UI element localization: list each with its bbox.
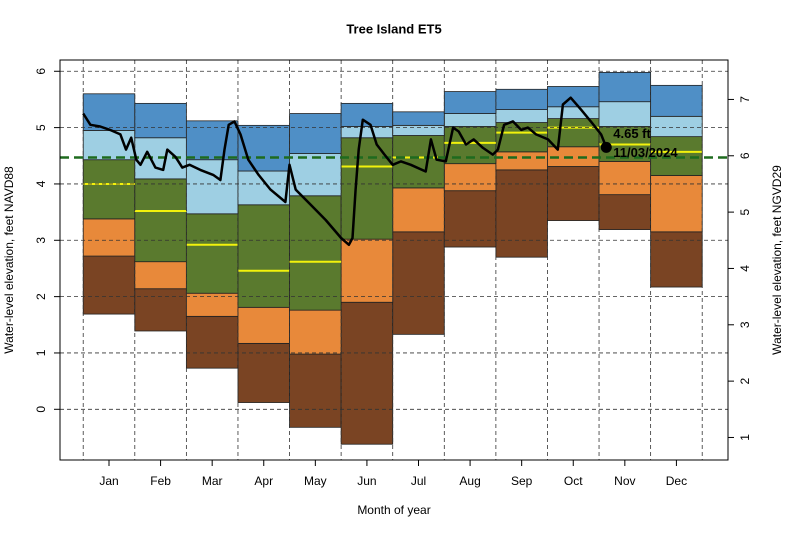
x-tick-label: Jul xyxy=(411,474,426,488)
percentile-band xyxy=(340,238,394,303)
percentile-band xyxy=(289,195,342,311)
percentile-band xyxy=(547,118,600,148)
x-tick-label: Apr xyxy=(254,474,273,488)
y2-tick-label: 2 xyxy=(738,377,752,384)
percentile-band xyxy=(340,126,394,139)
percentile-band xyxy=(650,231,703,288)
y-tick-label: 3 xyxy=(34,237,48,244)
y2-tick-label: 6 xyxy=(738,152,752,159)
y2-tick-label: 5 xyxy=(738,208,752,215)
percentile-band xyxy=(340,137,394,240)
y-axis-title: Water-level elevation, feet NAVD88 xyxy=(2,166,16,354)
x-tick-label: Jan xyxy=(99,474,118,488)
x-tick-label: Dec xyxy=(666,474,687,488)
x-tick-label: Jun xyxy=(357,474,376,488)
percentile-band xyxy=(495,88,548,110)
y2-tick-label: 7 xyxy=(738,96,752,103)
percentile-band xyxy=(392,111,445,126)
percentile-band xyxy=(134,261,187,290)
percentile-band xyxy=(289,309,342,355)
y2-axis-title: Water-level elevation, feet NGVD29 xyxy=(770,165,784,355)
percentile-band xyxy=(650,136,703,176)
percentile-band xyxy=(598,161,652,196)
x-axis-title: Month of year xyxy=(357,503,430,517)
percentile-band xyxy=(495,169,548,258)
y-tick-label: 2 xyxy=(34,293,48,300)
percentile-band xyxy=(185,120,239,161)
percentile-band xyxy=(495,109,548,123)
percentile-band xyxy=(237,306,290,344)
x-tick-label: Mar xyxy=(202,474,223,488)
percentile-band xyxy=(598,71,652,103)
percentile-band xyxy=(547,166,600,221)
percentile-band xyxy=(547,106,600,119)
plot-frame xyxy=(59,59,729,461)
chart-title: Tree Island ET5 xyxy=(346,21,441,36)
y2-tick-label: 3 xyxy=(738,321,752,328)
percentile-band xyxy=(340,301,394,445)
latest-point xyxy=(600,141,612,153)
percentile-band xyxy=(495,151,548,171)
x-tick-label: Aug xyxy=(459,474,480,488)
percentile-band xyxy=(289,153,342,197)
y-tick-label: 6 xyxy=(34,68,48,75)
percentile-band xyxy=(289,353,342,428)
percentile-band xyxy=(237,342,290,403)
y-tick-label: 4 xyxy=(34,180,48,187)
water-level-line xyxy=(82,96,608,247)
percentile-band xyxy=(237,204,290,308)
percentile-band xyxy=(289,113,342,154)
x-tick-label: Feb xyxy=(150,474,171,488)
percentile-band xyxy=(443,190,497,248)
percentile-band xyxy=(82,159,136,220)
percentile-band xyxy=(392,231,445,335)
y2-tick-label: 1 xyxy=(738,434,752,441)
percentile-band xyxy=(598,194,652,230)
x-tick-label: May xyxy=(304,474,327,488)
annotation-date: 11/03/2024 xyxy=(613,145,678,160)
percentile-band xyxy=(650,115,703,138)
x-tick-label: Sep xyxy=(511,474,533,488)
percentile-band xyxy=(185,315,239,369)
percentile-band xyxy=(392,124,445,136)
annotation-value: 4.65 ft xyxy=(613,126,651,141)
x-tick-label: Nov xyxy=(614,474,635,488)
percentile-band xyxy=(134,102,187,139)
percentile-band xyxy=(134,178,187,263)
percentile-band xyxy=(82,218,136,257)
x-tick-label: Oct xyxy=(564,474,583,488)
percentile-band xyxy=(598,101,652,127)
percentile-band xyxy=(443,113,497,127)
percentile-band xyxy=(185,213,239,294)
percentile-band xyxy=(392,187,445,233)
percentile-band xyxy=(443,91,497,114)
percentile-band xyxy=(650,84,703,117)
percentile-band xyxy=(443,163,497,192)
percentile-band xyxy=(547,86,600,108)
percentile-band xyxy=(134,288,187,332)
y-tick-label: 5 xyxy=(34,124,48,131)
y-tick-label: 1 xyxy=(34,349,48,356)
y2-tick-label: 4 xyxy=(738,265,752,272)
y-tick-label: 0 xyxy=(34,406,48,413)
percentile-band xyxy=(82,255,136,315)
